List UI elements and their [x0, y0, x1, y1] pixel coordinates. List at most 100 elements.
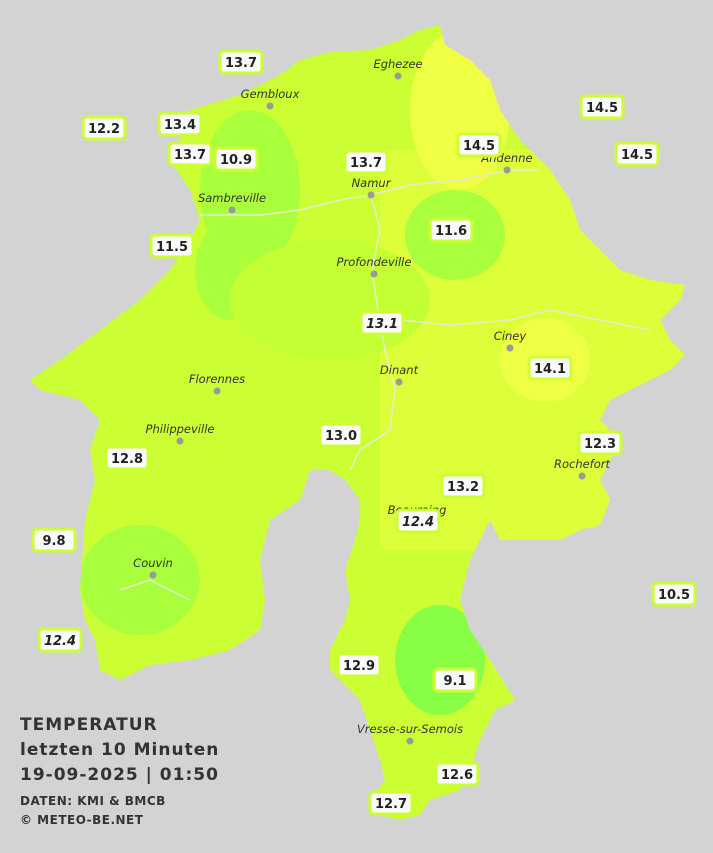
- station-temp: 14.5: [586, 101, 618, 116]
- station: 13.7: [167, 141, 213, 167]
- station-box: [614, 141, 660, 167]
- station-box: [343, 149, 389, 175]
- station-box: [527, 355, 573, 381]
- station: 10.5: [651, 581, 697, 607]
- station-temp: 13.0: [325, 429, 357, 444]
- station-box: [37, 627, 83, 653]
- station-box: [434, 761, 480, 787]
- station-temp: 14.1: [534, 362, 566, 377]
- station: 14.1: [527, 355, 573, 381]
- station-box: [368, 790, 414, 816]
- station-box: [428, 217, 474, 243]
- station-temp: 13.1: [366, 317, 398, 332]
- city-dot: [367, 191, 375, 199]
- city-dot: [578, 472, 586, 480]
- city-dot: [176, 437, 184, 445]
- station-box: [336, 652, 382, 678]
- city-dot: [394, 72, 402, 80]
- title-line: 19-09-2025 | 01:50: [20, 765, 219, 785]
- station-temp: 11.5: [156, 240, 188, 255]
- station: 12.3: [577, 430, 623, 456]
- station: 9.1: [432, 667, 478, 693]
- city-dot: [149, 571, 157, 579]
- station-temp: 10.5: [658, 588, 690, 603]
- station: 13.7: [343, 149, 389, 175]
- station-temp: 11.6: [435, 224, 467, 239]
- station-box: [31, 527, 77, 553]
- station: 11.5: [149, 233, 195, 259]
- city-label: Couvin: [133, 556, 173, 570]
- station: 10.9: [213, 146, 259, 172]
- station: 13.1: [359, 310, 405, 336]
- station: 14.5: [579, 94, 625, 120]
- city-label: Sambreville: [198, 191, 266, 205]
- source-line: © METEO-BE.NET: [20, 813, 144, 827]
- station-temp: 12.2: [88, 122, 120, 137]
- station-box: [213, 146, 259, 172]
- station-box: [104, 445, 150, 471]
- station-box: [149, 233, 195, 259]
- station-box: [440, 473, 486, 499]
- station: 12.7: [368, 790, 414, 816]
- station-box: [432, 667, 478, 693]
- station-box: [81, 115, 127, 141]
- station-box: [359, 310, 405, 336]
- city-label: Philippeville: [146, 422, 215, 436]
- station-box: [318, 422, 364, 448]
- station-temp: 12.6: [441, 768, 473, 783]
- station-temp: 14.5: [463, 139, 495, 154]
- city-label: Dinant: [380, 363, 419, 377]
- station-temp: 9.1: [443, 674, 466, 689]
- station-temp: 12.9: [343, 659, 375, 674]
- station-temp: 12.3: [584, 437, 616, 452]
- station-temp: 13.2: [447, 480, 479, 495]
- station-temp: 12.4: [44, 634, 76, 649]
- source-line: DATEN: KMI & BMCB: [20, 794, 166, 808]
- station: 12.9: [336, 652, 382, 678]
- city-label: Vresse-sur-Semois: [357, 722, 463, 736]
- station-temp: 13.7: [174, 148, 206, 163]
- station: 12.6: [434, 761, 480, 787]
- station: 13.7: [218, 49, 264, 75]
- city-dot: [503, 166, 511, 174]
- city-dot: [395, 378, 403, 386]
- station: 12.4: [395, 508, 441, 534]
- city-dot: [370, 270, 378, 278]
- city-dot: [213, 387, 221, 395]
- station: 12.2: [81, 115, 127, 141]
- station: 13.0: [318, 422, 364, 448]
- station: 14.5: [456, 132, 502, 158]
- city-label: Rochefort: [554, 457, 611, 471]
- city-dot: [228, 206, 236, 214]
- station-box: [577, 430, 623, 456]
- station-box: [395, 508, 441, 534]
- station-temp: 12.7: [375, 797, 407, 812]
- city-dot: [266, 102, 274, 110]
- station-box: [218, 49, 264, 75]
- station: 9.8: [31, 527, 77, 553]
- station: 14.5: [614, 141, 660, 167]
- station-temp: 12.8: [111, 452, 143, 467]
- city-label: Gembloux: [241, 87, 300, 101]
- station-temp: 13.7: [350, 156, 382, 171]
- city-label: Profondeville: [337, 255, 412, 269]
- station-temp: 13.4: [164, 118, 196, 133]
- station-temp: 10.9: [220, 153, 252, 168]
- station-temp: 13.7: [225, 56, 257, 71]
- station-temp: 14.5: [621, 148, 653, 163]
- station-box: [167, 141, 213, 167]
- station-box: [651, 581, 697, 607]
- city-dot: [506, 344, 514, 352]
- city-dot: [406, 737, 414, 745]
- title-line: letzten 10 Minuten: [20, 740, 219, 760]
- city-label: Namur: [352, 176, 392, 190]
- station-box: [579, 94, 625, 120]
- station: 12.4: [37, 627, 83, 653]
- station: 12.8: [104, 445, 150, 471]
- city-label: Ciney: [494, 329, 527, 343]
- title-line: TEMPERATUR: [20, 715, 158, 735]
- station: 13.2: [440, 473, 486, 499]
- station-temp: 9.8: [42, 534, 65, 549]
- city-label: Florennes: [189, 372, 245, 386]
